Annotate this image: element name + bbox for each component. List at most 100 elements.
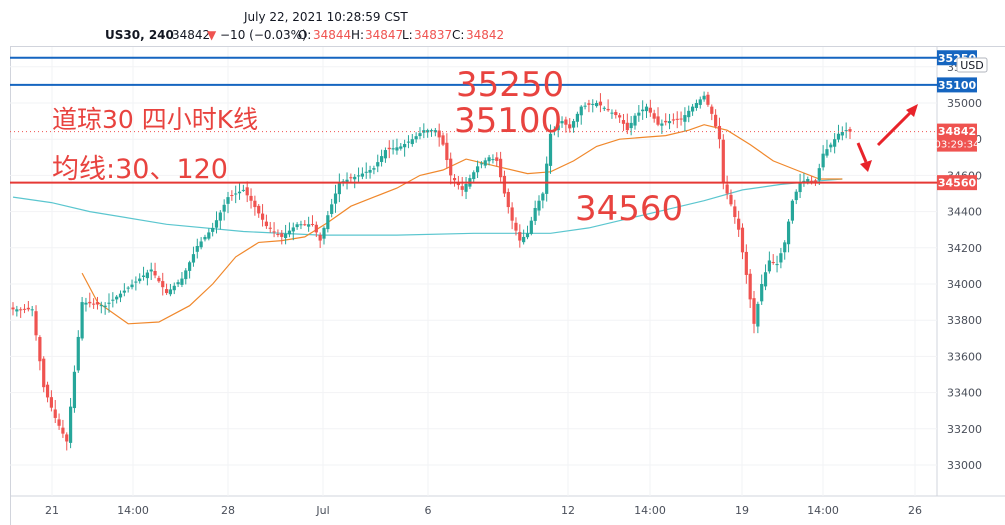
price-badge-label: 35100	[938, 79, 977, 92]
candle-body	[65, 434, 69, 442]
ma120-line	[12, 178, 843, 236]
candle-body	[161, 281, 165, 288]
candle-body	[418, 133, 422, 137]
candle-body	[652, 113, 656, 119]
candle-body	[760, 284, 764, 302]
candle-body	[456, 182, 460, 186]
candle-body	[364, 171, 368, 173]
candle-body	[314, 224, 318, 233]
candle-body	[667, 121, 672, 124]
candle-body	[330, 204, 334, 214]
candle-body	[241, 189, 245, 191]
candle-body	[433, 130, 437, 133]
candle-body	[203, 236, 207, 240]
candle-body	[479, 163, 484, 165]
candle-body	[840, 131, 844, 136]
candle-body	[798, 182, 802, 193]
candle-body	[249, 195, 253, 201]
candle-body	[748, 273, 752, 300]
currency-button[interactable]: USD	[956, 57, 988, 73]
candle-body	[164, 289, 169, 294]
time-tick-label: 28	[221, 504, 235, 517]
candle-body	[679, 118, 683, 120]
candle-body	[226, 197, 230, 204]
candle-body	[426, 130, 430, 133]
candle-body	[57, 419, 61, 426]
candle-body	[376, 162, 380, 167]
price-change: −10 (−0.03%)	[220, 28, 307, 42]
candle-body	[130, 284, 134, 288]
candle-body	[552, 129, 556, 132]
candle-body	[821, 153, 825, 168]
candle-body	[211, 227, 215, 232]
symbol-label[interactable]: US30, 240	[105, 28, 174, 42]
candle-body	[836, 133, 841, 140]
candle-body	[525, 233, 530, 238]
down-arrow-icon: ▼	[207, 28, 217, 42]
price-tick-label: 34200	[947, 242, 982, 255]
candle-body	[644, 106, 649, 112]
candle-body	[253, 200, 257, 208]
price-tick-label: 34400	[947, 206, 982, 219]
candle-body	[710, 106, 714, 114]
candle-body	[406, 141, 411, 143]
price-axis[interactable]: 33000 33200 33400 33600 33800 34000 34200 34400…	[935, 50, 982, 472]
candle-body	[514, 222, 518, 231]
candle-body	[107, 302, 111, 304]
candle-body	[733, 206, 737, 218]
time-tick-label: 14:00	[807, 504, 839, 517]
candle-body	[675, 118, 679, 120]
low-label: L:	[402, 28, 413, 42]
candle-body	[257, 205, 261, 214]
candle-body	[199, 241, 203, 248]
candle-body	[671, 119, 675, 121]
candle-body	[506, 191, 510, 208]
candle-body	[495, 157, 499, 161]
candle-body	[483, 160, 487, 166]
candle-body	[698, 99, 702, 105]
candle-body	[260, 213, 265, 220]
candle-body	[737, 218, 741, 230]
candle-body	[606, 108, 610, 111]
candle-body	[810, 180, 814, 182]
candle-body	[829, 144, 833, 148]
candle-body	[537, 200, 541, 211]
candle-body	[775, 264, 779, 266]
time-axis[interactable]: 21 14:00 28 Jul 6 12 14:00 19 14:00 26	[45, 504, 922, 517]
candle-body	[445, 142, 449, 161]
candle-body	[118, 293, 123, 298]
candle-body	[15, 309, 19, 312]
time-tick-label: 14:00	[117, 504, 149, 517]
price-badge-34842[interactable]: 34842 03:29:34	[935, 123, 980, 152]
timestamp: July 22, 2021 10:28:59 CST	[244, 10, 408, 24]
price-tick-label: 33400	[947, 387, 982, 400]
candle-body	[817, 168, 821, 181]
price-badge-35100[interactable]: 35100	[937, 77, 977, 93]
candle-body	[68, 406, 73, 443]
candle-body	[648, 107, 652, 113]
price-tick-label: 33600	[947, 350, 982, 363]
candle-body	[656, 116, 660, 125]
last-price: 34842	[172, 28, 211, 42]
candle-body	[475, 166, 480, 173]
candle-body	[207, 232, 211, 239]
price-badge-34560[interactable]: 34560	[937, 175, 977, 191]
candle-body	[291, 227, 295, 232]
candle-body	[268, 227, 272, 229]
candle-body	[522, 236, 526, 243]
candle-body	[499, 158, 503, 178]
price-badge-bg	[937, 77, 977, 93]
close-value: 34842	[466, 28, 505, 42]
candle-body	[618, 115, 622, 118]
candle-body	[95, 302, 100, 305]
candle-body	[571, 121, 576, 128]
price-badge-label: 34842	[938, 125, 976, 138]
candle-body	[42, 358, 46, 388]
time-tick-label: 6	[425, 504, 432, 517]
candle-body	[333, 193, 338, 204]
candle-body	[568, 124, 572, 129]
price-badge-bg	[937, 123, 977, 152]
price-tick-label: 33000	[947, 459, 982, 472]
candle-body	[368, 169, 372, 173]
